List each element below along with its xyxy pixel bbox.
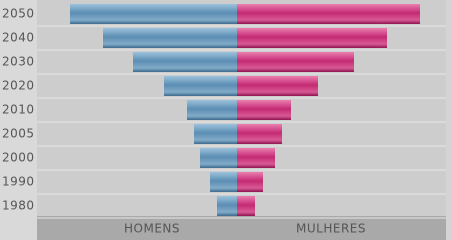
y-tick-label: 2040 <box>2 31 35 45</box>
bar <box>237 196 255 216</box>
bar <box>237 4 420 24</box>
bar <box>217 196 237 216</box>
bar <box>237 124 282 144</box>
bar <box>237 148 275 168</box>
bar <box>133 52 237 72</box>
y-tick-label: 2050 <box>2 7 35 21</box>
legend-strip <box>37 216 446 240</box>
bar <box>70 4 237 24</box>
legend-label: MULHERES <box>296 222 366 236</box>
y-tick-label: 2005 <box>2 127 35 141</box>
bar <box>187 100 237 120</box>
bar <box>237 100 291 120</box>
bar <box>237 28 387 48</box>
y-tick-label: 1980 <box>2 199 35 213</box>
bar <box>210 172 237 192</box>
bar <box>103 28 237 48</box>
bar <box>237 52 354 72</box>
bar <box>200 148 237 168</box>
y-tick-label: 2030 <box>2 55 35 69</box>
y-tick-label: 2010 <box>2 103 35 117</box>
y-tick-label: 2020 <box>2 79 35 93</box>
bar <box>194 124 237 144</box>
y-tick-label: 1990 <box>2 175 35 189</box>
bar <box>237 76 318 96</box>
label-column <box>0 0 37 240</box>
layer: 2050 2040 2030 2020 2010 2005 2000 1990 1980 HOME… <box>2 4 446 236</box>
y-tick-label: 2000 <box>2 151 35 165</box>
bar <box>237 172 263 192</box>
legend-label: HOMENS <box>124 222 180 236</box>
bar <box>164 76 237 96</box>
